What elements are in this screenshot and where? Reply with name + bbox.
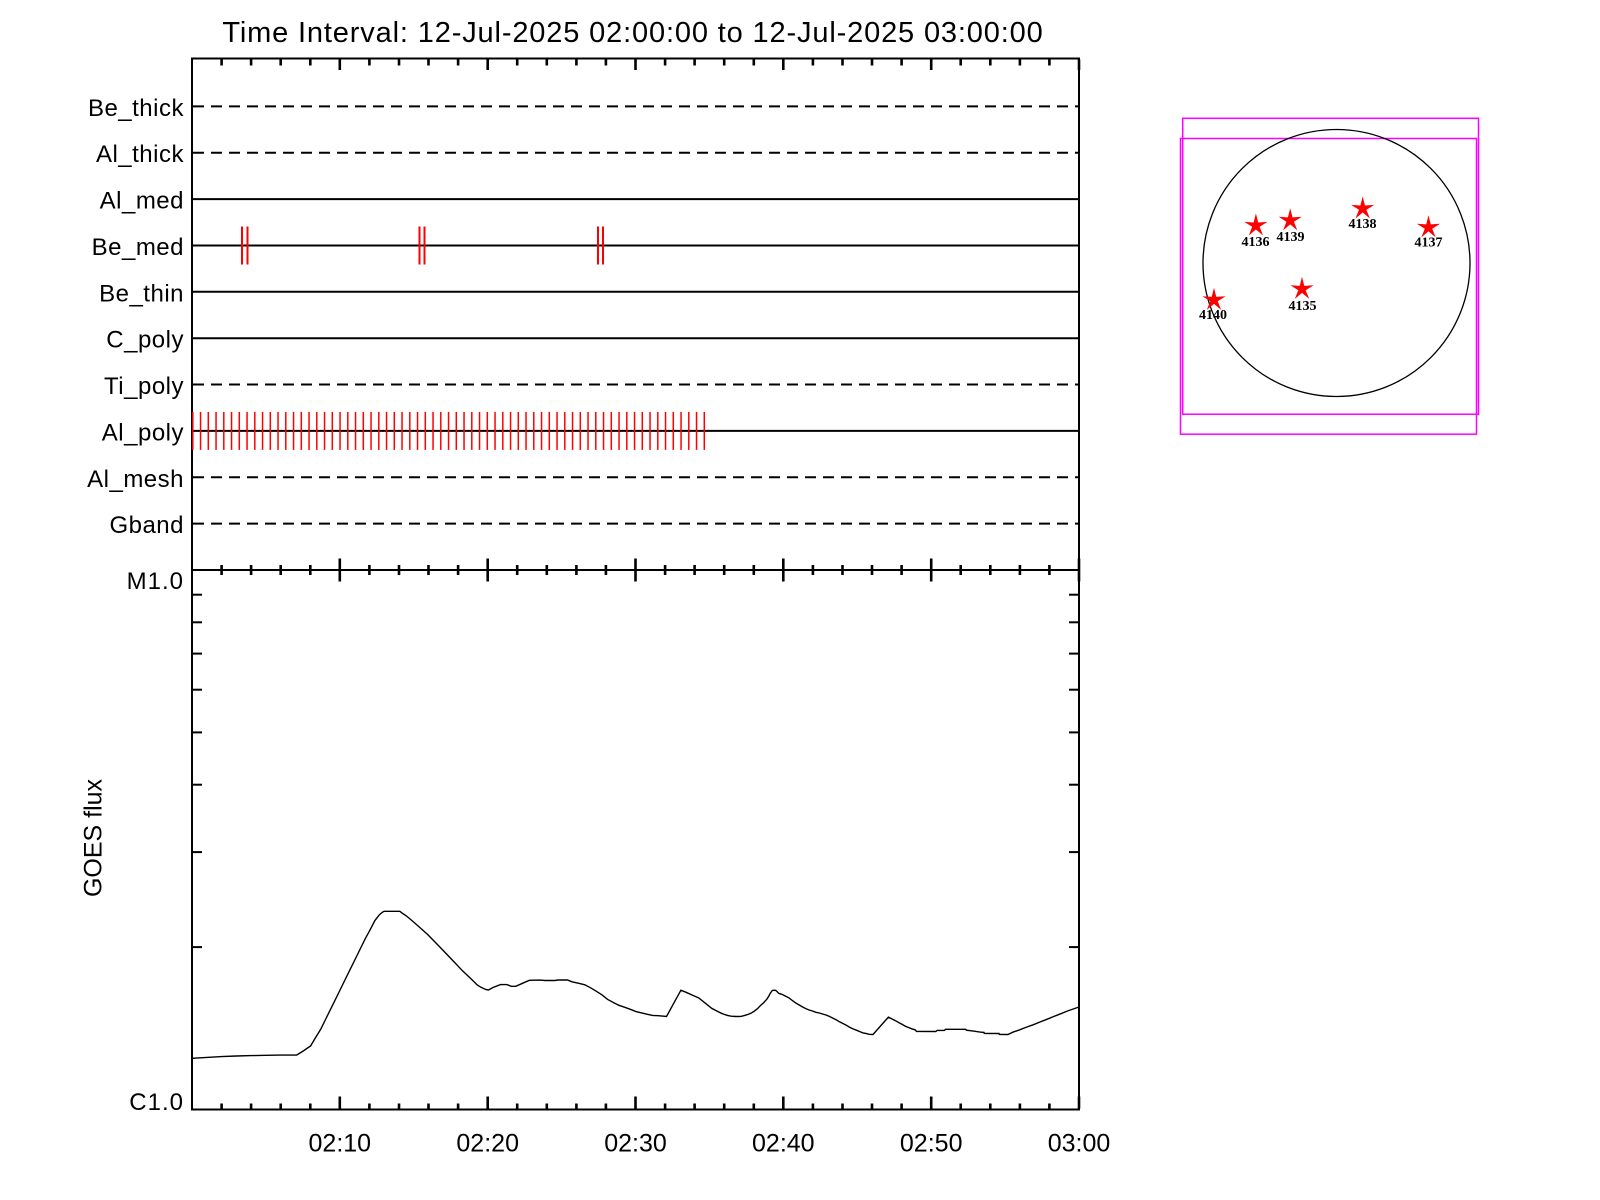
svg-text:4140: 4140 bbox=[1199, 308, 1227, 323]
svg-text:C_poly: C_poly bbox=[106, 327, 184, 354]
svg-text:Be_thick: Be_thick bbox=[88, 95, 185, 122]
svg-text:M1.0: M1.0 bbox=[127, 568, 184, 595]
svg-text:Gband: Gband bbox=[109, 512, 184, 539]
svg-text:4137: 4137 bbox=[1415, 236, 1443, 251]
svg-text:Al_med: Al_med bbox=[100, 188, 184, 215]
svg-text:02:40: 02:40 bbox=[752, 1130, 815, 1158]
svg-text:Be_thin: Be_thin bbox=[99, 280, 184, 307]
svg-text:Al_mesh: Al_mesh bbox=[87, 466, 184, 493]
svg-text:Be_med: Be_med bbox=[92, 234, 184, 261]
svg-text:Ti_poly: Ti_poly bbox=[104, 373, 184, 400]
svg-text:Al_thick: Al_thick bbox=[96, 141, 185, 168]
svg-text:4138: 4138 bbox=[1349, 217, 1377, 232]
svg-text:Al_poly: Al_poly bbox=[102, 419, 184, 446]
svg-text:02:20: 02:20 bbox=[456, 1130, 519, 1158]
svg-text:02:50: 02:50 bbox=[900, 1130, 963, 1158]
svg-text:4135: 4135 bbox=[1289, 299, 1317, 314]
svg-text:4139: 4139 bbox=[1277, 230, 1305, 245]
svg-text:03:00: 03:00 bbox=[1048, 1130, 1111, 1158]
svg-text:C1.0: C1.0 bbox=[129, 1089, 184, 1116]
svg-text:Time Interval: 12-Jul-2025 02:: Time Interval: 12-Jul-2025 02:00:00 to 1… bbox=[222, 17, 1043, 49]
svg-text:02:10: 02:10 bbox=[309, 1130, 372, 1158]
svg-text:4136: 4136 bbox=[1242, 235, 1270, 250]
svg-text:GOES flux: GOES flux bbox=[80, 778, 108, 897]
svg-text:02:30: 02:30 bbox=[604, 1130, 667, 1158]
